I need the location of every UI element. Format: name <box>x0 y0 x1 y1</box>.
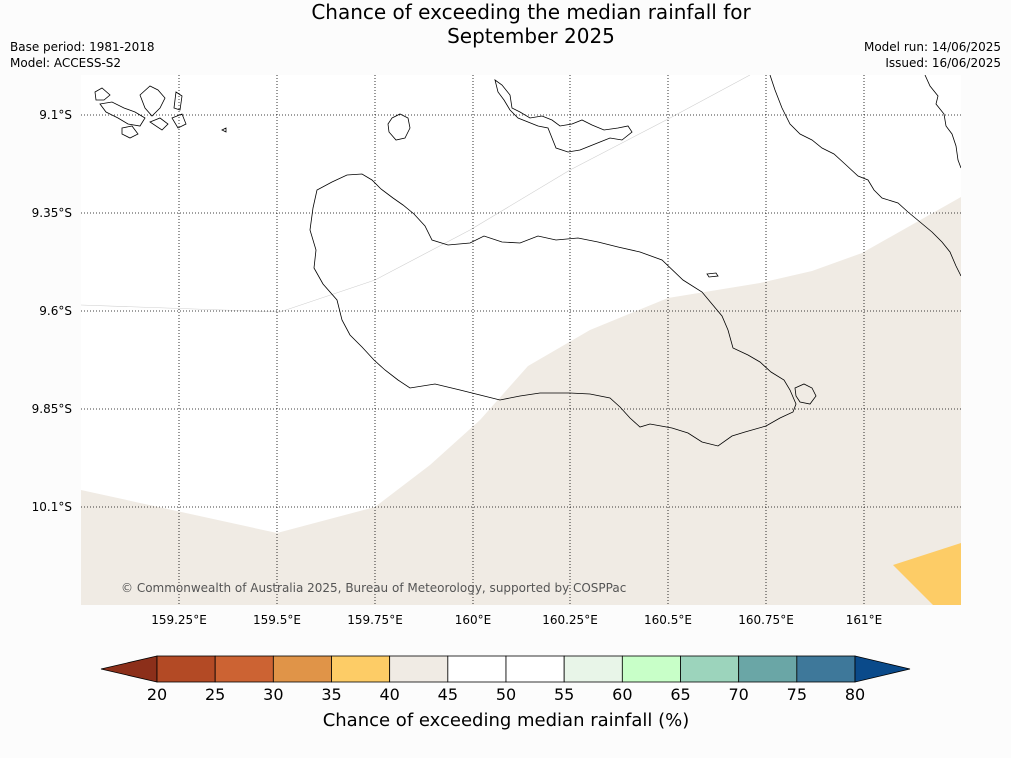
lon-label: 159.5°E <box>253 613 301 627</box>
colorbar-tick-label: 50 <box>496 685 516 704</box>
base-period-text: Base period: 1981-2018 <box>10 40 155 54</box>
colorbar-tick-label: 70 <box>728 685 748 704</box>
probability-region-40-45 <box>81 197 961 605</box>
colorbar-tick-label: 75 <box>787 685 807 704</box>
lon-label: 159.25°E <box>151 613 207 627</box>
coastline-malaita-east <box>924 75 961 169</box>
lat-label: 9.85°S <box>32 402 72 416</box>
metadata-right: Model run: 14/06/2025 Issued: 16/06/2025 <box>864 39 1001 71</box>
colorbar-segment <box>563 655 623 683</box>
colorbar-tick-label: 60 <box>612 685 632 704</box>
colorbar-tick-label: 25 <box>205 685 225 704</box>
model-run-text: Model run: 14/06/2025 <box>863 40 1001 54</box>
colorbar-segment <box>214 655 274 683</box>
copyright-credit: © Commonwealth of Australia 2025, Bureau… <box>121 581 626 595</box>
colorbar-extend-low <box>100 655 158 683</box>
colorbar-tick-label: 40 <box>379 685 399 704</box>
coastline-russell-islands <box>94 85 227 139</box>
chart-title: Chance of exceeding the median rainfall … <box>0 0 1011 48</box>
colorbar-segment <box>505 655 565 683</box>
colorbar-tick-label: 65 <box>670 685 690 704</box>
probability-region-35-40 <box>893 543 961 605</box>
colorbar-title: Chance of exceeding median rainfall (%) <box>323 710 690 731</box>
lon-label: 160°E <box>455 613 492 627</box>
colorbar-tick-label: 20 <box>147 685 167 704</box>
lon-label: 161°E <box>846 613 883 627</box>
graticule <box>81 75 961 605</box>
lon-label: 160.25°E <box>542 613 598 627</box>
issued-text: Issued: 16/06/2025 <box>885 56 1001 70</box>
colorbar-tick-labels: 20 25 30 35 40 45 50 55 60 65 70 75 80 <box>147 685 865 704</box>
longitude-labels: 159.25°E 159.5°E 159.75°E 160°E 160.25°E… <box>151 613 882 627</box>
colorbar-extend-high <box>854 655 911 683</box>
coastlines <box>94 75 961 447</box>
title-line-1: Chance of exceeding the median rainfall … <box>311 0 751 24</box>
colorbar-segment <box>331 655 391 683</box>
colorbar-segment <box>272 655 332 683</box>
model-text: Model: ACCESS-S2 <box>10 56 122 70</box>
coastline-marau-islets <box>794 383 817 405</box>
lat-label: 9.35°S <box>32 206 72 220</box>
coastline-islet <box>706 272 719 278</box>
colorbar-segment <box>738 655 798 683</box>
map-panel: 9.1°S 9.35°S 9.6°S 9.85°S 10.1°S 159.25°… <box>32 75 961 627</box>
colorbar-tick-label: 35 <box>321 685 341 704</box>
colorbar-segment <box>796 655 856 683</box>
colorbar-segment <box>156 655 216 683</box>
lon-label: 160.5°E <box>644 613 692 627</box>
title-line-2: September 2025 <box>447 24 615 48</box>
coastline-florida-islands <box>494 79 633 153</box>
contour-line <box>81 75 751 313</box>
lat-label: 9.1°S <box>39 108 72 122</box>
colorbar-segments <box>100 655 911 683</box>
colorbar-tick-label: 80 <box>845 685 865 704</box>
coastline-malaita <box>769 75 961 277</box>
metadata-left: Base period: 1981-2018 Model: ACCESS-S2 <box>10 39 155 71</box>
colorbar-tick-label: 30 <box>263 685 283 704</box>
colorbar-segment <box>389 655 449 683</box>
colorbar-segment <box>680 655 740 683</box>
colorbar: 20 25 30 35 40 45 50 55 60 65 70 75 80 Chance of exc… <box>100 655 911 731</box>
lat-label: 10.1°S <box>32 500 72 514</box>
lon-label: 160.75°E <box>738 613 794 627</box>
lat-label: 9.6°S <box>39 304 72 318</box>
latitude-labels: 9.1°S 9.35°S 9.6°S 9.85°S 10.1°S <box>32 108 72 514</box>
colorbar-tick-label: 45 <box>438 685 458 704</box>
lon-label: 159.75°E <box>347 613 403 627</box>
colorbar-segment <box>447 655 507 683</box>
colorbar-tick-label: 55 <box>554 685 574 704</box>
colorbar-segment <box>621 655 681 683</box>
